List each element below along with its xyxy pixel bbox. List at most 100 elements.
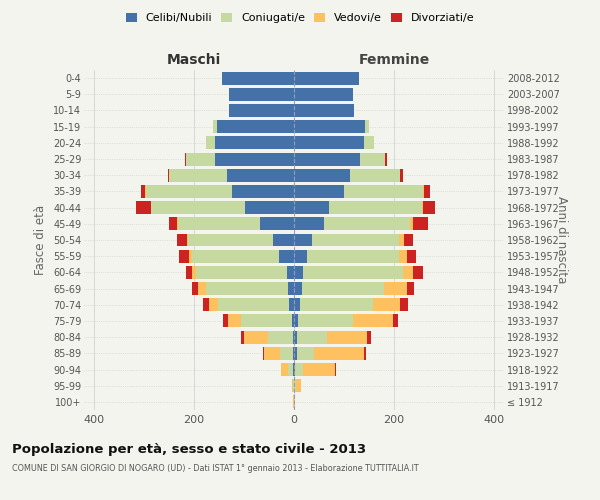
Bar: [146, 185, 232, 198]
Bar: [151, 201, 245, 214]
Bar: [141, 185, 145, 198]
Bar: [294, 379, 296, 392]
Bar: [218, 298, 289, 311]
Bar: [241, 330, 244, 344]
Bar: [206, 136, 215, 149]
Bar: [229, 104, 294, 117]
Bar: [295, 363, 302, 376]
Bar: [167, 169, 169, 181]
Bar: [350, 169, 400, 181]
Bar: [293, 330, 294, 344]
Bar: [294, 282, 302, 295]
Bar: [294, 347, 296, 360]
Bar: [294, 234, 311, 246]
Bar: [335, 363, 336, 376]
Bar: [293, 347, 294, 360]
Bar: [302, 363, 335, 376]
Bar: [329, 201, 421, 214]
Bar: [393, 314, 398, 328]
Bar: [311, 234, 399, 246]
Bar: [191, 282, 198, 295]
Bar: [300, 298, 373, 311]
Bar: [324, 218, 410, 230]
Bar: [281, 363, 288, 376]
Bar: [223, 314, 227, 328]
Legend: Celibi/Nubili, Coniugati/e, Vedovi/e, Divorziati/e: Celibi/Nubili, Coniugati/e, Vedovi/e, Di…: [124, 10, 476, 26]
Bar: [186, 152, 215, 166]
Bar: [191, 266, 196, 279]
Bar: [203, 298, 209, 311]
Bar: [288, 282, 294, 295]
Bar: [264, 347, 280, 360]
Bar: [423, 185, 424, 198]
Bar: [399, 250, 407, 262]
Bar: [294, 136, 364, 149]
Bar: [292, 379, 293, 392]
Bar: [294, 363, 295, 376]
Bar: [326, 330, 367, 344]
Bar: [294, 72, 359, 85]
Bar: [287, 266, 294, 279]
Bar: [294, 152, 360, 166]
Bar: [294, 396, 295, 408]
Bar: [209, 298, 218, 311]
Text: Femmine: Femmine: [358, 53, 430, 67]
Bar: [289, 298, 294, 311]
Bar: [413, 218, 427, 230]
Text: Popolazione per età, sesso e stato civile - 2013: Popolazione per età, sesso e stato civil…: [12, 442, 366, 456]
Y-axis label: Anni di nascita: Anni di nascita: [555, 196, 568, 284]
Bar: [294, 330, 296, 344]
Bar: [268, 330, 293, 344]
Bar: [294, 250, 307, 262]
Bar: [314, 347, 364, 360]
Bar: [365, 120, 368, 133]
Bar: [400, 298, 407, 311]
Bar: [227, 314, 241, 328]
Bar: [294, 185, 344, 198]
Bar: [245, 201, 294, 214]
Bar: [179, 250, 189, 262]
Bar: [273, 234, 294, 246]
Bar: [294, 298, 300, 311]
Bar: [169, 169, 227, 181]
Bar: [189, 250, 191, 262]
Bar: [360, 152, 385, 166]
Bar: [188, 234, 273, 246]
Bar: [176, 218, 178, 230]
Bar: [296, 379, 301, 392]
Bar: [407, 250, 415, 262]
Bar: [296, 330, 326, 344]
Bar: [280, 347, 293, 360]
Bar: [198, 282, 205, 295]
Bar: [136, 201, 151, 214]
Bar: [185, 266, 191, 279]
Bar: [373, 298, 400, 311]
Bar: [217, 120, 294, 133]
Bar: [279, 250, 294, 262]
Bar: [296, 347, 314, 360]
Bar: [178, 218, 260, 230]
Bar: [263, 347, 264, 360]
Bar: [260, 218, 294, 230]
Bar: [215, 152, 294, 166]
Bar: [294, 314, 298, 328]
Bar: [294, 120, 365, 133]
Bar: [413, 266, 423, 279]
Bar: [213, 120, 217, 133]
Bar: [294, 218, 324, 230]
Bar: [293, 363, 294, 376]
Bar: [364, 347, 365, 360]
Bar: [241, 314, 292, 328]
Bar: [294, 266, 303, 279]
Bar: [187, 234, 188, 246]
Bar: [196, 266, 287, 279]
Bar: [407, 282, 414, 295]
Bar: [424, 185, 430, 198]
Y-axis label: Fasce di età: Fasce di età: [34, 205, 47, 275]
Bar: [298, 314, 353, 328]
Bar: [293, 379, 294, 392]
Bar: [227, 169, 294, 181]
Bar: [410, 218, 413, 230]
Bar: [294, 88, 353, 101]
Bar: [303, 266, 403, 279]
